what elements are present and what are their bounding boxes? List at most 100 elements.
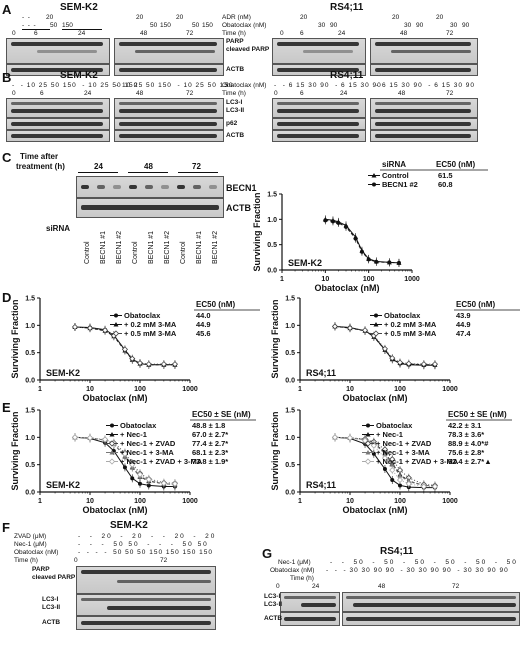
- b-label-actb: ACTB: [226, 132, 245, 139]
- blot-g-actb-2: [342, 612, 520, 626]
- a-r2-obat4: 90: [462, 22, 470, 29]
- D-right-xtick-label-2: 100: [394, 386, 406, 393]
- a2-obat3: 50: [192, 22, 200, 29]
- blot-b-sem-lc3-2: [114, 98, 224, 118]
- D-left-ytick-label-3: 1.5: [25, 296, 35, 303]
- D-left-xtick-label-3: 1000: [182, 386, 198, 393]
- D-left-s2-point-8: [160, 361, 167, 368]
- f-label-lc3ii: LC3-II: [42, 604, 61, 611]
- E-left-ylabel: Surviving Fraction: [10, 411, 20, 490]
- E-left-s0-point-5: [130, 476, 135, 481]
- blot-c-becn1: [76, 176, 224, 198]
- E-left-ytick-label-1: 0.5: [25, 462, 35, 469]
- E-left-legend-ec50-3: 68.1 ± 2.3*: [192, 448, 228, 457]
- a-r-adr: 20: [300, 14, 308, 21]
- f-zvad-vals: - - 20 - 20 - - 20 - 20: [78, 533, 217, 540]
- c-time-label-2: treatment (h): [16, 162, 65, 171]
- D-right-legend-swatch-1: [373, 322, 379, 327]
- a-r2-obat1: 30: [404, 22, 412, 29]
- D-left-ylabel: Surviving Fraction: [10, 299, 20, 378]
- a-obat-val2: 150: [62, 22, 73, 29]
- f-label-actb: ACTB: [42, 619, 61, 626]
- D-left-ytick-label-1: 0.5: [25, 350, 35, 357]
- E-right-ytick-label-1: 0.5: [285, 462, 295, 469]
- blot-f-lc3: [76, 594, 216, 616]
- E-left-series-3-line: [74, 436, 175, 485]
- E-left-legend-name-4: + Nec-1 + ZVAD + 3-MA: [120, 457, 203, 466]
- D-left-series-1-line: [74, 326, 175, 366]
- blot-g-lc3-2: [342, 592, 520, 612]
- a-time-bar-1: [22, 29, 50, 30]
- D-right-ytick-label-0: 0.0: [285, 378, 295, 385]
- E-right-legend-name-4: + Nec-1 + ZVAD + 3-MA: [376, 457, 459, 466]
- E-left-xtick-label-3: 1000: [182, 498, 198, 505]
- blot-b-rs-actb-1: [272, 130, 366, 142]
- E-right-ytick-label-2: 1.0: [285, 435, 295, 442]
- C-chart-legend-header-0: siRNA: [382, 160, 406, 169]
- panel-letter-e: E: [2, 400, 11, 415]
- blot-b-sem-actb-2: [114, 130, 224, 142]
- f-label-lc3i: LC3-I: [42, 596, 59, 603]
- D-left-legend-swatch-0: [114, 313, 118, 318]
- D-left-legend-swatch-1: [113, 322, 119, 327]
- a-obat-val1: 50: [50, 22, 58, 29]
- blot-f-parp: [76, 566, 216, 594]
- blot-a-sem-2: [114, 38, 224, 64]
- D-left-ytick-label-2: 1.0: [25, 323, 35, 330]
- f-time72: 72: [160, 557, 168, 564]
- b-obat-right2: - 6 15 30 90 - 6 15 30 90: [376, 82, 475, 89]
- E-left-s4-point-1: [86, 434, 94, 441]
- E-left-s4-point-0: [71, 434, 79, 441]
- a2-adr-val: 20: [136, 14, 144, 21]
- a-time6: 6: [34, 30, 38, 37]
- a-r-obat1: 30: [318, 22, 326, 29]
- g-label-lc3i: LC3-I: [264, 593, 281, 600]
- E-left-s4-point-7: [145, 476, 152, 483]
- b-obat-right: - - 6 15 30 90 - 6 15 30 90: [274, 82, 382, 89]
- g-row-obat: Obatoclax (nM): [270, 567, 315, 574]
- D-right-xtick-label-0: 1: [298, 386, 302, 393]
- D-left-s2-point-6: [136, 359, 144, 367]
- f-row-zvad: ZVAD (μM): [14, 533, 47, 540]
- a-r-time6: 6: [300, 30, 304, 37]
- a-label-cleaved: cleaved PARP: [226, 46, 270, 53]
- E-right-s0-point-5: [390, 477, 395, 482]
- D-left-legend-name-0: Obatoclax: [124, 311, 161, 320]
- E-left-legend-ec50-1: 67.0 ± 2.7*: [192, 430, 228, 439]
- E-right-legend-ec50-2: 88.9 ± 4.0*#: [448, 439, 489, 448]
- E-right-legend-ec50-0: 42.2 ± 3.1: [448, 421, 481, 430]
- c-time-label-1: Time after: [20, 152, 59, 161]
- D-right-ytick-label-3: 1.5: [285, 296, 295, 303]
- panel-b-title-left: SEM-K2: [60, 70, 98, 81]
- blot-g-lc3-1: [280, 592, 340, 612]
- c-bar-72: [178, 172, 218, 173]
- b-r-t24: 24: [340, 90, 348, 97]
- E-left-legend-ec50-2: 77.4 ± 2.7*: [192, 439, 228, 448]
- c-label-becn1: BECN1: [226, 183, 257, 193]
- D-left-legend-swatch-2: [112, 330, 120, 337]
- E-left-legend-swatch-4: [108, 458, 116, 465]
- E-left-s4-point-2: [101, 436, 109, 443]
- c-sirna: siRNA: [46, 224, 71, 233]
- g-time24: 24: [312, 583, 320, 590]
- D-right-legend-ec50-0: 43.9: [456, 311, 471, 320]
- a-r-time24: 24: [338, 30, 346, 37]
- E-right-xtick-label-1: 10: [346, 498, 354, 505]
- C-chart-xtick-label-3: 1000: [404, 276, 420, 283]
- C-chart-legend-name-1: BECN1 #2: [382, 180, 418, 189]
- D-left-s2-point-2: [101, 327, 109, 334]
- C-chart-xtick-label-1: 10: [321, 276, 329, 283]
- D-left-xtick-label-0: 1: [38, 386, 42, 393]
- E-left-legend-name-2: + Nec-1 + ZVAD: [120, 439, 176, 448]
- a-time24: 24: [78, 30, 86, 37]
- E-left-s0-point-6: [138, 481, 142, 486]
- E-right-legend-swatch-0: [366, 423, 370, 428]
- D-left-legend-header: EC50 (nM): [196, 300, 235, 309]
- a-r2-adr2: 20: [436, 14, 444, 21]
- D-left-xlabel: Obatoclax (nM): [82, 393, 147, 403]
- C-chart-legend-name-0: Control: [382, 171, 409, 180]
- E-right-xtick-label-2: 100: [394, 498, 406, 505]
- b-r-t0: 0: [274, 90, 278, 97]
- a-mid-obat: Obatoclax (nM): [222, 22, 267, 29]
